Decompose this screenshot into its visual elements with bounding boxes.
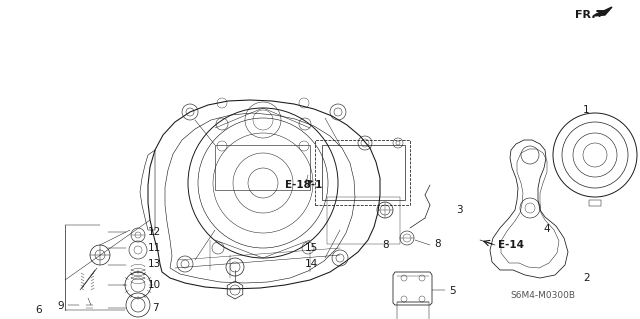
Text: 15: 15	[305, 243, 318, 253]
Bar	[589, 200, 601, 206]
Text: E-14: E-14	[498, 240, 524, 250]
Polygon shape	[593, 7, 612, 16]
Text: 13: 13	[148, 259, 161, 269]
Text: 12: 12	[148, 227, 161, 237]
Text: 3: 3	[456, 205, 463, 215]
Text: 9: 9	[57, 301, 63, 311]
Text: FR.: FR.	[575, 10, 595, 20]
Bar	[215, 145, 310, 190]
Bar	[327, 197, 400, 244]
Text: 5: 5	[449, 286, 456, 296]
Text: E-18-1: E-18-1	[285, 180, 323, 190]
Text: 1: 1	[583, 105, 589, 115]
Text: 14: 14	[305, 259, 318, 269]
Bar	[397, 302, 429, 319]
Text: S6M4-M0300B: S6M4-M0300B	[510, 291, 575, 300]
Text: 11: 11	[148, 243, 161, 253]
Text: 6: 6	[35, 305, 42, 315]
Text: 10: 10	[148, 280, 161, 290]
Text: 8: 8	[382, 240, 388, 250]
Text: 8: 8	[434, 239, 440, 249]
Bar	[315, 140, 410, 205]
Text: 4: 4	[543, 224, 550, 234]
Text: 2: 2	[583, 273, 589, 283]
Text: 7: 7	[152, 303, 159, 313]
